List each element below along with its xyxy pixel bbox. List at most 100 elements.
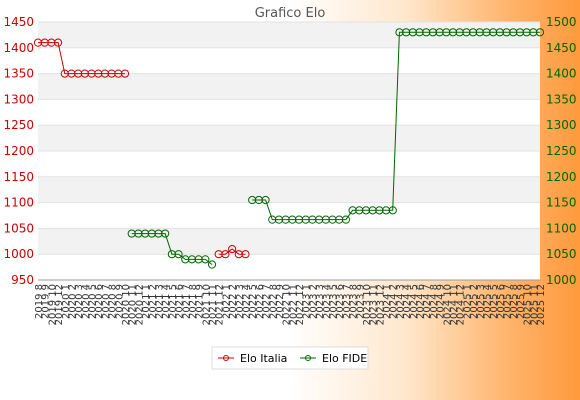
data-point (100, 69, 110, 78)
data-point (328, 215, 337, 224)
x-tick-label: 2024 11 (449, 284, 460, 325)
x-tick-label: 2022 8 (268, 284, 279, 319)
data-point (435, 28, 444, 37)
data-point (535, 28, 545, 37)
y-right-tick-label: 1200 (546, 170, 577, 184)
x-tick-label: 2021 5 (168, 284, 179, 319)
data-point (502, 28, 511, 37)
data-point (214, 250, 223, 259)
x-tick-label: 2021 3 (154, 284, 165, 319)
y-right-tick-label: 1450 (546, 41, 577, 55)
x-tick-label: 2020 6 (94, 284, 105, 319)
data-point (475, 28, 484, 37)
x-tick-label: 2022 4 (241, 284, 252, 319)
x-tick-label: 2023 8 (349, 284, 360, 319)
x-tick-label: 2020 3 (74, 284, 85, 319)
x-tick-label: 2020 5 (88, 284, 99, 319)
data-point (335, 215, 344, 224)
x-tick-label: 2021 9 (195, 284, 206, 319)
y-right-tick-label: 1000 (546, 273, 577, 287)
legend-swatch-marker (305, 355, 311, 361)
data-point (221, 250, 230, 259)
data-point (134, 229, 143, 238)
data-point (154, 229, 163, 238)
x-tick-label: 2022 2 (228, 284, 239, 319)
data-point (402, 28, 411, 37)
data-point (315, 215, 324, 224)
grid-band (38, 47, 540, 74)
data-point (455, 28, 464, 37)
legend-label: Elo Italia (240, 352, 287, 365)
x-tick-label: 2021 11 (208, 284, 219, 325)
data-point (341, 215, 350, 224)
data-point (509, 28, 518, 37)
data-point (228, 244, 237, 254)
x-tick-label: 2020 4 (81, 284, 92, 319)
x-tick-label: 2025 9 (516, 284, 527, 319)
x-tick-label: 2024 9 (436, 284, 447, 319)
x-tick-label: 2022 7 (262, 284, 273, 319)
legend: Elo Italia Elo FIDE (211, 346, 369, 370)
data-point (321, 215, 330, 224)
data-point (60, 69, 69, 78)
y-right-tick-label: 1350 (546, 92, 577, 106)
data-point (288, 215, 297, 224)
data-point (147, 229, 156, 238)
x-tick-label: 2020 7 (101, 284, 112, 319)
y-left-tick-label: 1200 (3, 144, 34, 158)
data-point (234, 250, 243, 259)
data-point (114, 69, 123, 78)
x-tick-label: 2021 1 (141, 284, 152, 319)
data-point (308, 215, 317, 224)
x-tick-label: 2023 5 (329, 284, 340, 319)
data-point (40, 38, 49, 47)
data-point (274, 215, 284, 224)
data-point (294, 215, 304, 224)
data-point (522, 28, 531, 37)
x-tick-label: 2024 7 (422, 284, 433, 319)
x-tick-label: 2023 2 (308, 284, 319, 319)
data-point (167, 250, 176, 259)
x-tick-label: 2025 12 (536, 284, 547, 325)
y-axis-right: 1000 1050 1100 1150 1200 1250 1300 1350 1400 1450… (546, 15, 577, 287)
y-right-tick-label: 1400 (546, 67, 577, 81)
x-tick-label: 2022 1 (221, 284, 232, 319)
grid-band (38, 202, 540, 229)
x-tick-label: 2019 8 (34, 284, 45, 319)
data-point (515, 28, 525, 37)
grid-band (38, 228, 540, 255)
x-tick-label: 2024 3 (395, 284, 406, 319)
x-tick-label: 2023 1 (302, 284, 313, 319)
x-tick-label: 2024 10 (442, 284, 453, 325)
x-tick-label: 2022 6 (255, 284, 266, 319)
legend-swatch-marker (223, 355, 229, 361)
y-right-tick-label: 1500 (546, 15, 577, 29)
data-point (448, 28, 458, 37)
x-tick-label: 2025 1 (462, 284, 473, 319)
data-point (408, 28, 417, 37)
x-tick-label: 2019 10 (47, 284, 58, 325)
y-right-tick-label: 1150 (546, 196, 577, 210)
series-layer (33, 28, 545, 269)
y-right-tick-label: 1250 (546, 144, 577, 158)
data-point (74, 69, 83, 78)
series-line (131, 31, 540, 265)
y-left-tick-label: 1050 (3, 221, 34, 235)
y-right-tick-label: 1050 (546, 247, 577, 261)
legend-box (211, 346, 369, 370)
data-point (348, 206, 357, 215)
data-point (462, 28, 471, 37)
y-left-tick-label: 1300 (3, 92, 34, 106)
data-point (388, 206, 397, 215)
x-tick-label: 2021 4 (161, 284, 172, 319)
x-tick-label: 2019 12 (54, 284, 65, 325)
x-tick-label: 2020 11 (128, 284, 139, 325)
x-tick-label: 2023 10 (362, 284, 373, 325)
x-tick-label: 2022 10 (282, 284, 293, 325)
data-point (442, 28, 451, 37)
x-tick-label: 2025 2 (469, 284, 480, 319)
x-tick-label: 2020 10 (121, 284, 132, 325)
x-tick-label: 2021 12 (215, 284, 226, 325)
